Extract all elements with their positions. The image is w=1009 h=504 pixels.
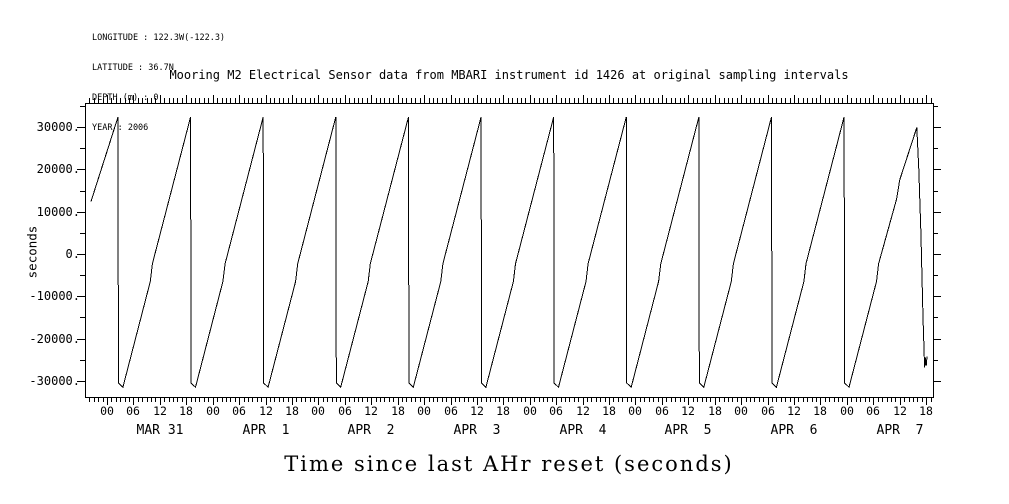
x-hour-label: 06 [549, 404, 563, 418]
x-hour-label: 00 [206, 404, 220, 418]
x-hour-label: 06 [126, 404, 140, 418]
x-hour-label: 06 [761, 404, 775, 418]
meta-year: YEAR : 2006 [92, 123, 149, 133]
y-tick-label: -30000. [29, 374, 80, 388]
x-hour-label: 12 [364, 404, 378, 418]
y-tick-label: -10000. [29, 289, 80, 303]
meta-longitude: LONGITUDE : 122.3W(-122.3) [92, 33, 226, 43]
x-hour-label: 18 [285, 404, 299, 418]
y-tick-label: 0. [65, 247, 80, 261]
x-axis-title: Time since last AHr reset (seconds) [284, 452, 734, 476]
x-hour-label: 12 [787, 404, 801, 418]
x-hour-label: 18 [496, 404, 510, 418]
x-hour-label: 00 [840, 404, 854, 418]
y-tick-label: 10000. [36, 205, 80, 219]
x-hour-label: 18 [179, 404, 193, 418]
x-hour-label: 12 [893, 404, 907, 418]
x-date-label: MAR 31 [136, 423, 184, 438]
y-tick-label: -20000. [29, 332, 80, 346]
sawtooth-line [90, 116, 928, 389]
y-axis-title: seconds [24, 225, 40, 279]
meta-latitude: LATITUDE : 36.7N [92, 63, 174, 73]
chart-title: Mooring M2 Electrical Sensor data from M… [169, 68, 849, 82]
x-date-label: APR 4 [559, 423, 607, 438]
x-hour-label: 00 [734, 404, 748, 418]
x-hour-label: 00 [628, 404, 642, 418]
x-hour-label: 12 [470, 404, 484, 418]
x-hour-label: 00 [311, 404, 325, 418]
x-hour-label: 18 [919, 404, 933, 418]
x-date-label: APR 3 [453, 423, 501, 438]
x-date-label: APR 7 [876, 423, 924, 438]
x-date-label: APR 1 [242, 423, 290, 438]
x-hour-label: 06 [866, 404, 880, 418]
x-hour-label: 06 [444, 404, 458, 418]
x-hour-label: 00 [417, 404, 431, 418]
x-hour-label: 12 [259, 404, 273, 418]
x-hour-label: 18 [391, 404, 405, 418]
x-date-label: APR 6 [770, 423, 818, 438]
x-hour-label: 00 [523, 404, 537, 418]
x-hour-label: 06 [232, 404, 246, 418]
y-tick-label: 30000. [36, 120, 80, 134]
x-hour-label: 00 [100, 404, 114, 418]
plot-frame [85, 103, 934, 398]
x-hour-label: 12 [153, 404, 167, 418]
x-hour-label: 12 [576, 404, 590, 418]
x-date-label: APR 5 [664, 423, 712, 438]
x-hour-label: 18 [708, 404, 722, 418]
y-tick-label: 20000. [36, 162, 80, 176]
x-hour-label: 18 [813, 404, 827, 418]
x-hour-label: 06 [338, 404, 352, 418]
x-hour-label: 12 [681, 404, 695, 418]
x-hour-label: 06 [655, 404, 669, 418]
x-date-label: APR 2 [347, 423, 395, 438]
x-hour-label: 18 [602, 404, 616, 418]
